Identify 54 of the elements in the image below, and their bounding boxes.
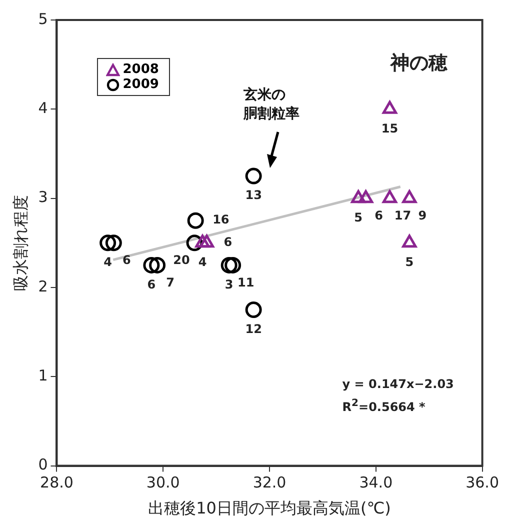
point	[245, 168, 262, 184]
annotation: 6	[122, 253, 131, 268]
point	[187, 212, 204, 229]
y-tick-label: 4	[38, 99, 48, 118]
point	[402, 190, 417, 204]
point	[143, 256, 160, 274]
y-tick-label: 5	[38, 10, 48, 28]
annotation: 13	[245, 188, 262, 202]
annotation: 6	[224, 235, 232, 250]
x-tick-label: 28.0	[40, 474, 74, 492]
point	[358, 190, 374, 204]
y-axis-title: 吸水割れ程度	[10, 194, 30, 291]
y-tick-label: 3	[38, 188, 48, 206]
annotation: 16	[212, 212, 230, 227]
annotation: 20	[173, 253, 190, 268]
x-axis-title: 出穂後10日間の平均最高気温(℃)	[148, 498, 391, 518]
annotation: 7	[166, 275, 174, 290]
point	[382, 100, 398, 114]
annotation: 玄米の胴割粒率	[243, 86, 300, 124]
annotation: 9	[418, 208, 427, 222]
annotation: y = 0.147x−2.03	[342, 376, 454, 393]
annotation: 12	[245, 322, 262, 336]
point	[351, 190, 366, 204]
point	[199, 234, 214, 248]
point	[100, 234, 116, 252]
annotation: 4	[104, 255, 112, 270]
legend-label: 2008	[122, 62, 159, 77]
annotation: 17	[394, 208, 412, 222]
annotation: 15	[381, 121, 398, 136]
point	[105, 234, 122, 252]
point	[245, 302, 262, 318]
annotation: 4	[198, 255, 207, 270]
point	[382, 190, 398, 204]
annotation: 6	[147, 277, 156, 292]
x-tick-label: 34.0	[359, 474, 393, 492]
annotation: 5	[354, 210, 363, 224]
text: 神の穂	[390, 51, 448, 76]
annotation: 3	[224, 277, 234, 292]
point	[224, 256, 242, 274]
annotation: 11	[237, 275, 254, 290]
x-tick-label: 32.0	[252, 474, 286, 492]
point	[402, 234, 417, 248]
y-tick-label: 0	[38, 456, 48, 474]
point	[149, 256, 166, 274]
point	[220, 256, 238, 274]
annotation: 5	[405, 255, 414, 270]
annotation: 6	[374, 208, 383, 222]
point	[195, 234, 210, 248]
x-tick-label: 30.0	[146, 474, 180, 492]
y-tick-label: 2	[38, 277, 48, 296]
legend-label: 2009	[122, 77, 159, 92]
annotation: R$^{2}$=0.5664 *	[342, 396, 426, 416]
x-tick-label: 36.0	[466, 474, 500, 492]
y-tick-label: 1	[38, 366, 48, 385]
